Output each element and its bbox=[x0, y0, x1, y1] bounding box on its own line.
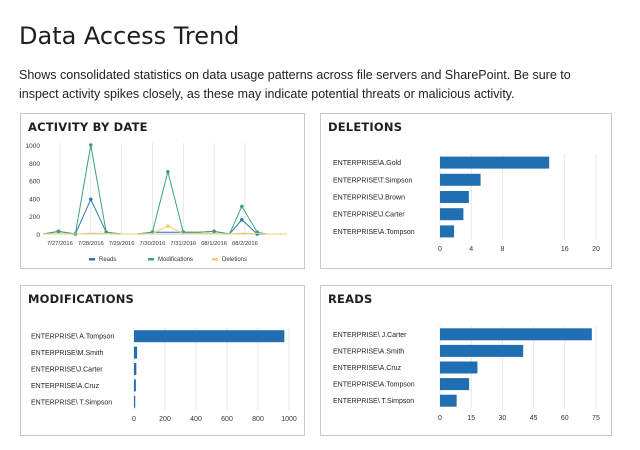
page-description: Shows consolidated statistics on data us… bbox=[19, 68, 571, 101]
series-line-modifications bbox=[42, 144, 285, 235]
bar bbox=[440, 328, 592, 341]
x-tick-label: 15 bbox=[467, 415, 475, 422]
bar bbox=[440, 225, 455, 238]
x-tick-label: 4 bbox=[469, 246, 473, 253]
series-line-deletions bbox=[42, 225, 285, 235]
legend-swatch-modifications bbox=[148, 258, 154, 261]
bar bbox=[134, 346, 138, 359]
category-label: ENTERPRISE\ T.Simpson bbox=[333, 398, 414, 405]
data-point-reads bbox=[88, 197, 93, 202]
legend-swatch-reads bbox=[89, 258, 95, 261]
category-label: ENTERPRISE\ T.Simpson bbox=[31, 399, 112, 406]
modifications-panel: MODIFICATIONS 0 200 400 600 800 1000 ENTERPRIS… bbox=[20, 285, 305, 436]
category-label: ENTERPRISE\A.Cruz bbox=[31, 383, 100, 390]
bar bbox=[440, 344, 524, 357]
x-tick-label: 75 bbox=[592, 415, 600, 422]
deletions-panel: DELETIONS 0 4 8 16 20 ENTERPRISE\A.Gold ENTERP… bbox=[320, 113, 612, 269]
x-tick-label: 400 bbox=[190, 416, 202, 423]
x-tick-label: 1000 bbox=[281, 416, 297, 423]
bar bbox=[134, 379, 136, 392]
x-tick-label: 7/28/2016 bbox=[78, 241, 104, 247]
deletions-panel-title: DELETIONS bbox=[328, 120, 403, 134]
data-point-modifications bbox=[166, 169, 170, 174]
bar bbox=[440, 208, 464, 221]
data-point-deletions bbox=[166, 224, 170, 228]
reads-panel: READS 0 15 30 45 60 75 ENTERPRISE\ J.Carter ENT… bbox=[320, 285, 612, 436]
deletions-bar-chart: 0 4 8 16 20 ENTERPRISE\A.Gold ENTERPRISE\T.Sim… bbox=[333, 154, 600, 253]
x-tick-label: 7/31/2016 bbox=[170, 241, 196, 247]
activity-line-chart: 0 200 400 600 800 1000 7/27/2016 7/28/2016 7/29/… bbox=[26, 143, 287, 263]
x-tick-label: 60 bbox=[561, 415, 569, 422]
x-tick-label: 30 bbox=[499, 415, 507, 422]
x-tick-label: 0 bbox=[132, 416, 136, 423]
category-label: ENTERPRISE\J.Carter bbox=[333, 212, 405, 219]
bar bbox=[440, 156, 550, 169]
y-tick-label: 400 bbox=[29, 196, 40, 203]
legend-swatch-deletions bbox=[212, 258, 218, 261]
x-tick-label: 45 bbox=[530, 415, 538, 422]
activity-by-date-panel: ACTIVITY BY DATE 0 200 400 600 800 1000 7/27/2… bbox=[20, 113, 305, 269]
category-label: ENTERPRISE\ A.Tompson bbox=[31, 334, 114, 341]
bar bbox=[440, 191, 469, 203]
category-label: ENTERPRISE\J.Brown bbox=[333, 195, 405, 202]
y-tick-label: 800 bbox=[29, 161, 40, 168]
x-tick-label: 600 bbox=[221, 416, 233, 423]
reads-panel-title: READS bbox=[328, 292, 373, 306]
bar bbox=[440, 378, 470, 391]
x-tick-label: 0 bbox=[438, 415, 442, 422]
x-tick-label: 7/27/2016 bbox=[47, 241, 73, 247]
category-label: ENTERPRISE\ J.Carter bbox=[333, 332, 407, 339]
data-point-modifications bbox=[240, 204, 244, 209]
x-tick-label: 200 bbox=[159, 416, 171, 423]
series-line-reads bbox=[42, 198, 285, 235]
activity-panel-title: ACTIVITY BY DATE bbox=[28, 120, 148, 134]
data-point-reads bbox=[240, 217, 244, 222]
modifications-bar-chart: 0 200 400 600 800 1000 ENTERPRISE\ A.Tompson EN… bbox=[31, 328, 297, 423]
x-tick-label: 08/1/2016 bbox=[201, 241, 227, 247]
bar bbox=[134, 363, 137, 375]
data-point-modifications bbox=[88, 143, 93, 147]
page-title: Data Access Trend bbox=[19, 22, 240, 50]
x-tick-label: 08/2/2016 bbox=[232, 241, 258, 247]
category-label: ENTERPRISE\J.Carter bbox=[31, 367, 103, 374]
bar bbox=[134, 330, 285, 343]
x-tick-label: 16 bbox=[561, 246, 569, 253]
x-tick-label: 7/30/2016 bbox=[140, 241, 166, 247]
bar bbox=[440, 361, 478, 374]
legend-label-modifications: Modifications bbox=[158, 257, 193, 263]
x-tick-label: 7/29/2016 bbox=[109, 241, 135, 247]
x-tick-label: 8 bbox=[500, 246, 504, 253]
category-label: ENTERPRISE\T.Simpson bbox=[333, 177, 412, 184]
y-tick-label: 1000 bbox=[26, 143, 41, 150]
category-label: ENTERPRISE\A.Smith bbox=[333, 348, 404, 355]
x-tick-label: 800 bbox=[252, 416, 264, 423]
modifications-panel-title: MODIFICATIONS bbox=[28, 292, 135, 306]
x-tick-label: 20 bbox=[592, 246, 600, 253]
category-label: ENTERPRISE\M.Smith bbox=[31, 350, 103, 357]
bar bbox=[134, 395, 136, 408]
data-point-modifications bbox=[56, 229, 61, 234]
bar bbox=[440, 173, 481, 186]
y-tick-label: 200 bbox=[29, 214, 40, 221]
legend-label-deletions: Deletions bbox=[222, 257, 247, 263]
x-tick-label: 0 bbox=[438, 246, 442, 253]
data-point-modifications bbox=[212, 229, 216, 234]
y-tick-label: 0 bbox=[36, 232, 40, 239]
y-tick-label: 600 bbox=[29, 179, 40, 186]
category-label: ENTERPRISE\A.Gold bbox=[333, 160, 401, 167]
reads-bar-chart: 0 15 30 45 60 75 ENTERPRISE\ J.Carter ENTERPRIS… bbox=[333, 326, 600, 422]
category-label: ENTERPRISE\A.Cruz bbox=[333, 365, 402, 372]
category-label: ENTERPRISE\A.Tompson bbox=[333, 382, 415, 389]
legend-label-reads: Reads bbox=[99, 257, 116, 263]
bar bbox=[440, 394, 457, 407]
category-label: ENTERPRISE\A.Tompson bbox=[333, 229, 415, 236]
